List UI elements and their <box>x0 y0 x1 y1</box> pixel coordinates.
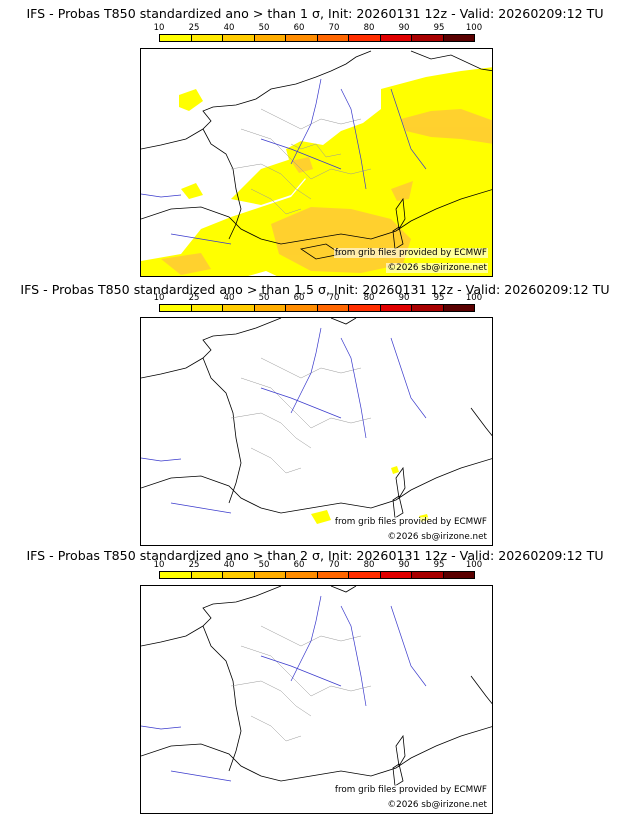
panel-2-credit-copyright: ©2026 sb@irizone.net <box>386 532 488 542</box>
tick-label: 90 <box>398 293 410 303</box>
scale-swatch <box>286 305 318 311</box>
tick-label: 60 <box>293 23 305 33</box>
scale-swatch <box>412 35 444 41</box>
tick-label: 60 <box>293 293 305 303</box>
scale-swatch <box>286 572 318 578</box>
scale-swatch <box>380 305 412 311</box>
tick-label: 95 <box>433 560 445 570</box>
panel-2-title: IFS - Probas T850 standardized ano > tha… <box>20 282 610 297</box>
scale-swatch <box>160 572 192 578</box>
scale-swatch <box>349 305 381 311</box>
scale-swatch <box>317 35 349 41</box>
rivers <box>141 78 427 245</box>
tick-label: 50 <box>258 293 270 303</box>
scale-swatch <box>349 35 381 41</box>
panel-1-credit-copyright: ©2026 sb@irizone.net <box>386 263 488 273</box>
tick-label: 100 <box>465 560 483 570</box>
scale-swatch <box>160 305 192 311</box>
rivers <box>141 327 427 514</box>
tick-label: 80 <box>363 23 375 33</box>
panel-1-color-scale <box>159 34 475 42</box>
tick-label: 50 <box>258 23 270 33</box>
tick-label: 60 <box>293 560 305 570</box>
admin-borders <box>230 357 372 474</box>
scale-swatch <box>223 572 255 578</box>
tick-label: 10 <box>153 560 165 570</box>
panel-2-credit-source: from grib files provided by ECMWF <box>333 517 488 527</box>
tick-label: 70 <box>328 560 340 570</box>
scale-swatch <box>317 305 349 311</box>
scale-swatch <box>349 572 381 578</box>
scale-swatch <box>443 305 474 311</box>
scale-swatch <box>380 35 412 41</box>
panel-1-map: from grib files provided by ECMWF ©2026 … <box>140 48 493 277</box>
scale-swatch <box>223 305 255 311</box>
scale-swatch <box>254 35 286 41</box>
panel-1-title: IFS - Probas T850 standardized ano > tha… <box>26 6 604 21</box>
scale-swatch <box>443 35 474 41</box>
scale-swatch <box>317 572 349 578</box>
tick-label: 10 <box>153 23 165 33</box>
panel-2-color-scale <box>159 304 475 312</box>
tick-label: 80 <box>363 293 375 303</box>
probability-area-10-25 <box>311 466 429 524</box>
scale-swatch <box>254 305 286 311</box>
panel-3-map: from grib files provided by ECMWF ©2026 … <box>140 585 493 814</box>
panel-3-credit-copyright: ©2026 sb@irizone.net <box>386 800 488 810</box>
scale-swatch <box>286 35 318 41</box>
scale-swatch <box>412 572 444 578</box>
panel-3-scale-ticks: 10 25 40 50 60 70 80 90 95 100 <box>154 560 483 570</box>
panel-1-scale-ticks: 10 25 40 50 60 70 80 90 95 100 <box>154 23 483 33</box>
coastlines <box>141 586 492 787</box>
tick-label: 90 <box>398 560 410 570</box>
scale-swatch <box>380 572 412 578</box>
scale-swatch <box>443 572 474 578</box>
panel-2-map: from grib files provided by ECMWF ©2026 … <box>140 317 493 546</box>
tick-label: 10 <box>153 293 165 303</box>
tick-label: 50 <box>258 560 270 570</box>
tick-label: 25 <box>188 293 200 303</box>
tick-label: 40 <box>223 23 235 33</box>
admin-borders <box>230 625 372 742</box>
panel-3-color-scale <box>159 571 475 579</box>
tick-label: 40 <box>223 293 235 303</box>
panel-3-title: IFS - Probas T850 standardized ano > tha… <box>26 548 604 563</box>
tick-label: 25 <box>188 560 200 570</box>
scale-swatch <box>412 305 444 311</box>
rivers <box>141 595 427 782</box>
tick-label: 80 <box>363 560 375 570</box>
tick-label: 40 <box>223 560 235 570</box>
tick-label: 100 <box>465 23 483 33</box>
coastlines <box>141 318 492 519</box>
tick-label: 95 <box>433 23 445 33</box>
scale-swatch <box>160 35 192 41</box>
panel-2-scale-ticks: 10 25 40 50 60 70 80 90 95 100 <box>154 293 483 303</box>
tick-label: 95 <box>433 293 445 303</box>
tick-label: 100 <box>465 293 483 303</box>
tick-label: 90 <box>398 23 410 33</box>
scale-swatch <box>191 305 223 311</box>
scale-swatch <box>254 572 286 578</box>
tick-label: 25 <box>188 23 200 33</box>
tick-label: 70 <box>328 23 340 33</box>
scale-swatch <box>223 35 255 41</box>
scale-swatch <box>191 35 223 41</box>
panel-1-credit-source: from grib files provided by ECMWF <box>333 248 488 258</box>
scale-swatch <box>191 572 223 578</box>
tick-label: 70 <box>328 293 340 303</box>
panel-3-credit-source: from grib files provided by ECMWF <box>333 785 488 795</box>
